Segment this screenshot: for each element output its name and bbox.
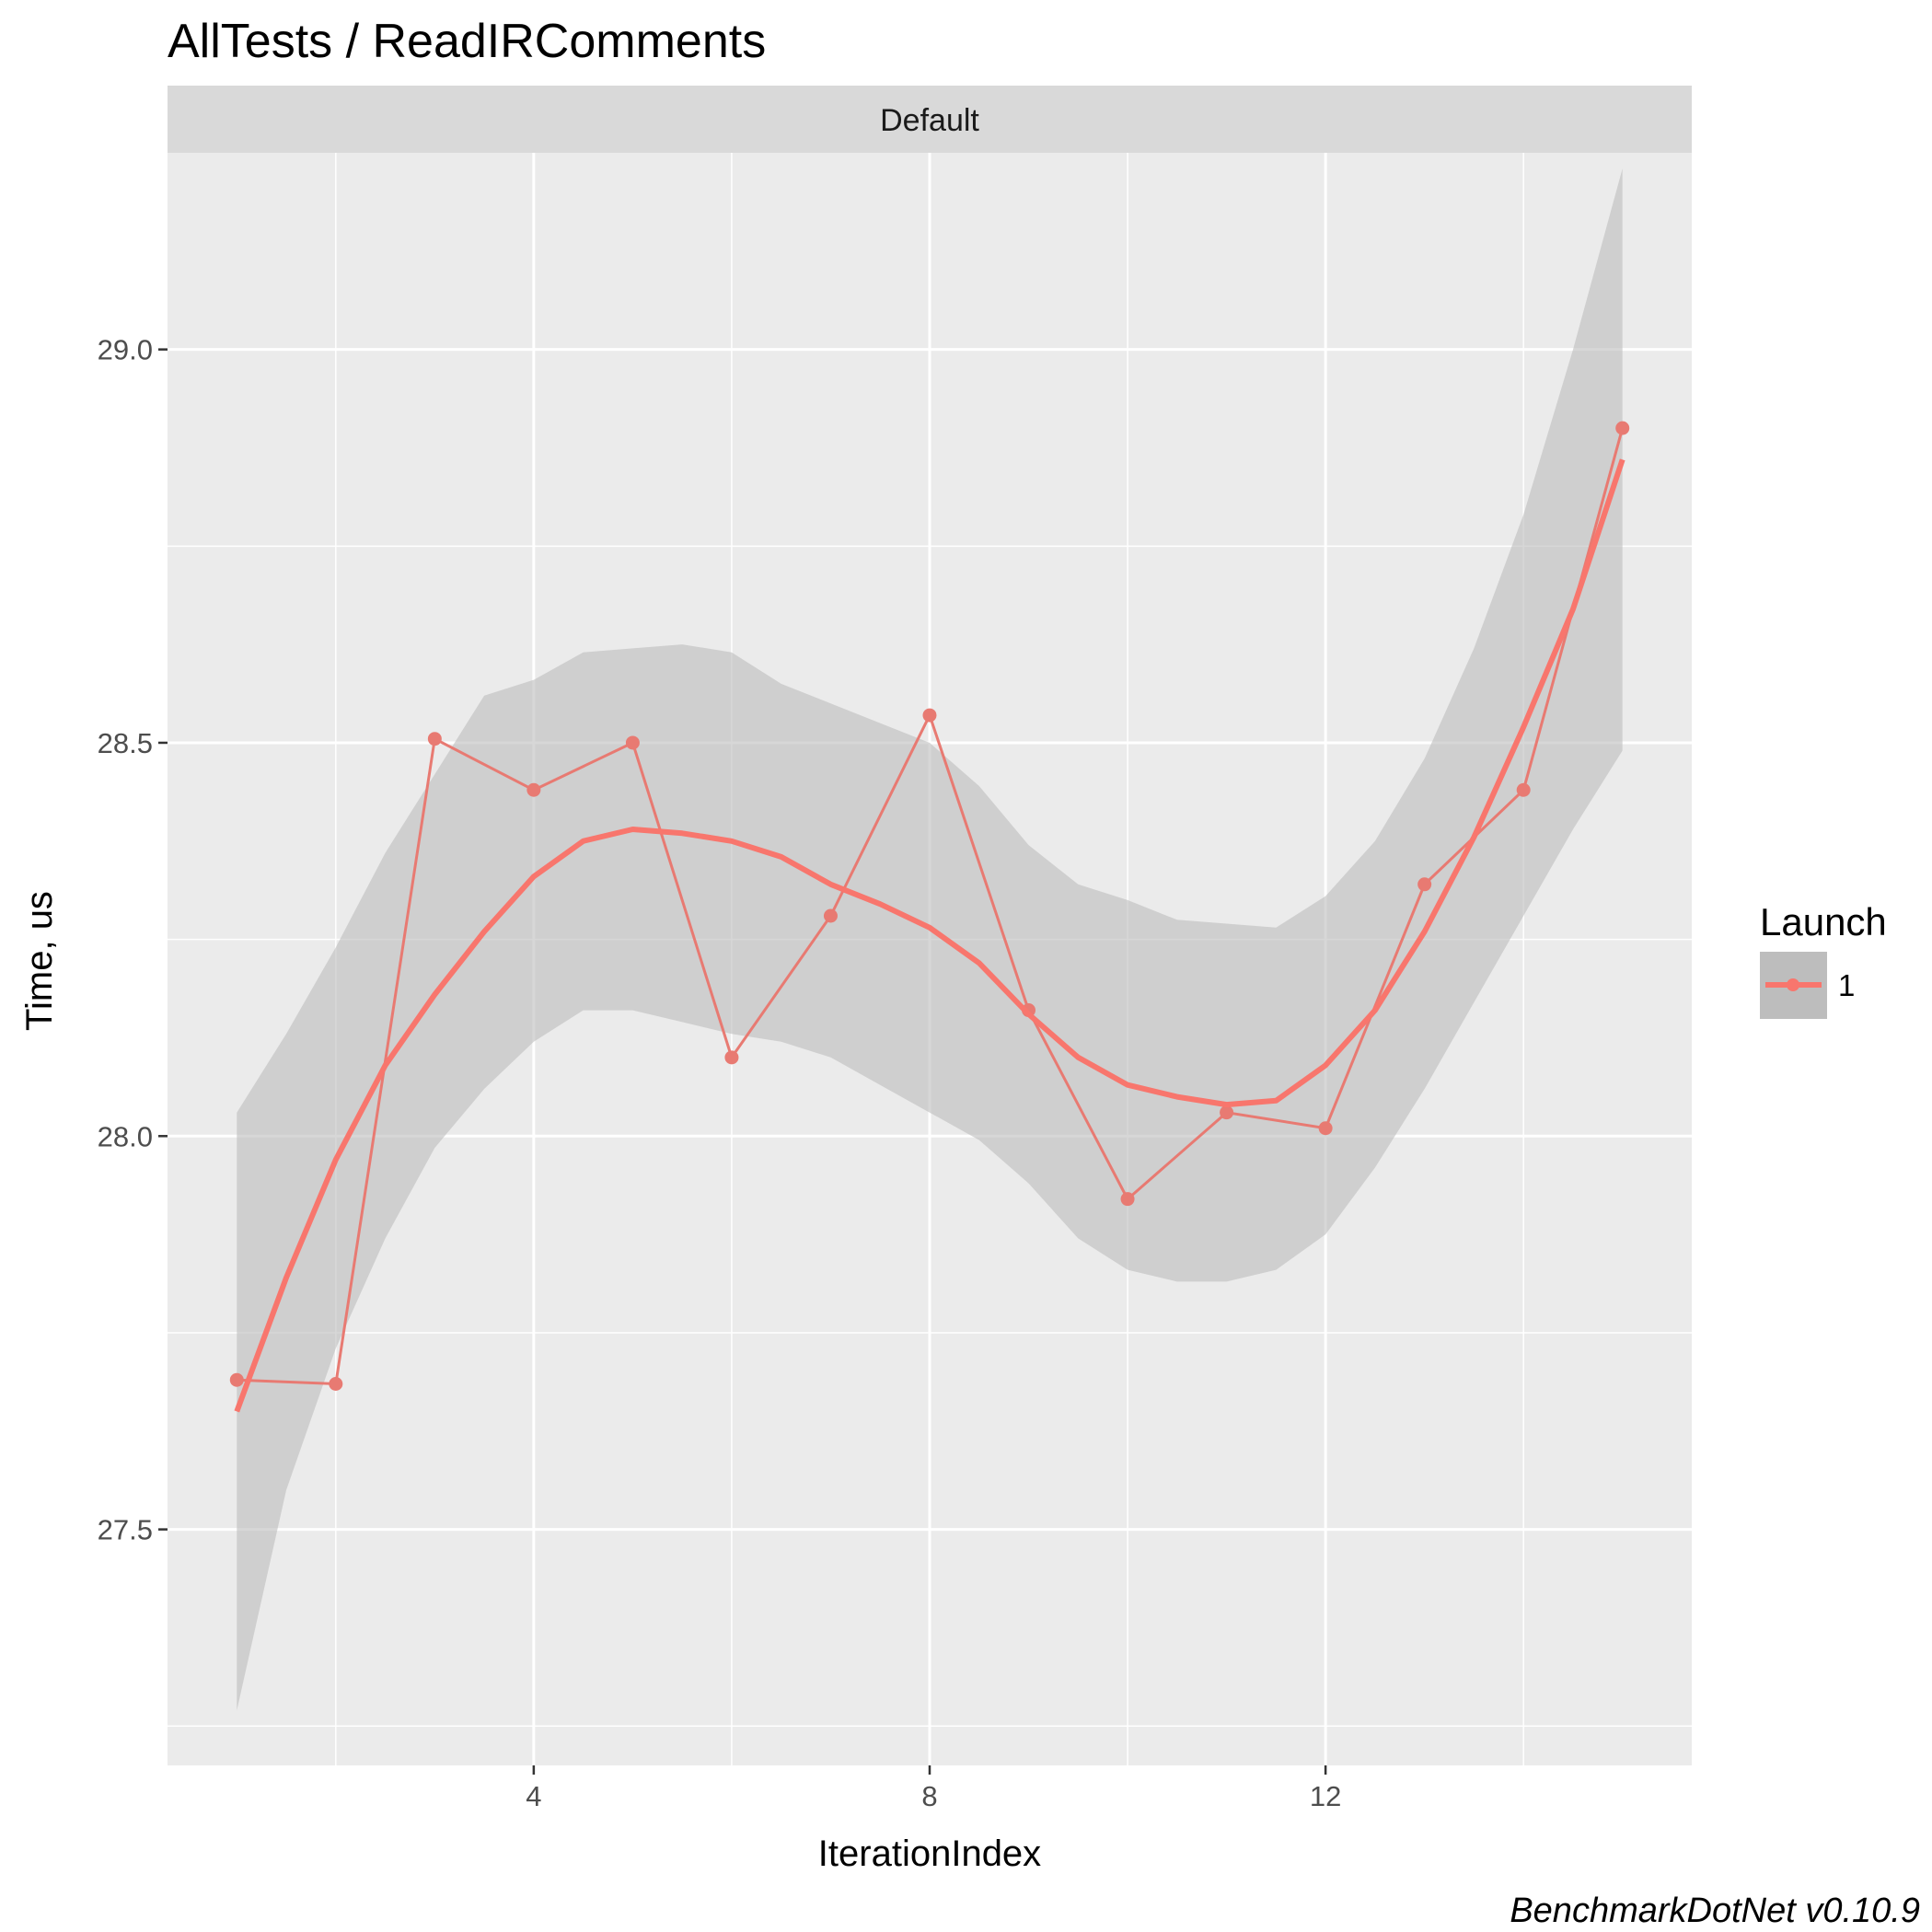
data-point xyxy=(1417,877,1432,892)
x-axis-label: IterationIndex xyxy=(818,1834,1041,1874)
legend-title: Launch xyxy=(1760,900,1887,943)
legend-entry-label: 1 xyxy=(1838,968,1855,1002)
data-point xyxy=(526,782,541,797)
data-point xyxy=(1516,782,1531,797)
confidence-ribbon-layer xyxy=(237,168,1623,1711)
data-point xyxy=(1120,1192,1135,1207)
chart-caption: BenchmarkDotNet v0.10.9 xyxy=(1510,1892,1920,1930)
data-point xyxy=(625,735,640,750)
data-point xyxy=(1615,421,1630,435)
legend: Launch 1 xyxy=(1760,900,1887,1019)
data-point xyxy=(1220,1105,1234,1120)
y-axis-label: Time, us xyxy=(19,891,60,1031)
y-axis: 27.5 28.0 28.5 29.0 xyxy=(98,334,168,1546)
facet-strip-label: Default xyxy=(880,103,979,138)
x-tick-label: 4 xyxy=(526,1780,541,1812)
data-point xyxy=(329,1377,343,1392)
facet-strip xyxy=(168,86,1692,153)
y-tick-label: 28.5 xyxy=(98,727,153,759)
x-tick-label: 8 xyxy=(921,1780,937,1812)
series-layer xyxy=(229,421,1630,1392)
y-tick-label: 27.5 xyxy=(98,1514,153,1546)
data-point xyxy=(922,708,937,723)
y-tick-label: 29.0 xyxy=(98,334,153,366)
x-tick-label: 12 xyxy=(1310,1780,1341,1812)
smooth-layer xyxy=(234,458,1625,1413)
chart-title: AllTests / ReadIRComments xyxy=(168,15,766,68)
confidence-ribbon xyxy=(237,168,1623,1711)
data-point xyxy=(823,908,838,923)
x-axis: 4 8 12 xyxy=(526,1765,1341,1812)
smooth-line-launch-1 xyxy=(234,458,1625,1413)
data-point xyxy=(427,732,442,746)
data-point xyxy=(229,1372,244,1387)
y-tick-label: 28.0 xyxy=(98,1120,153,1152)
data-point xyxy=(1318,1121,1333,1136)
legend-key-point xyxy=(1787,978,1799,991)
data-point xyxy=(724,1050,739,1065)
